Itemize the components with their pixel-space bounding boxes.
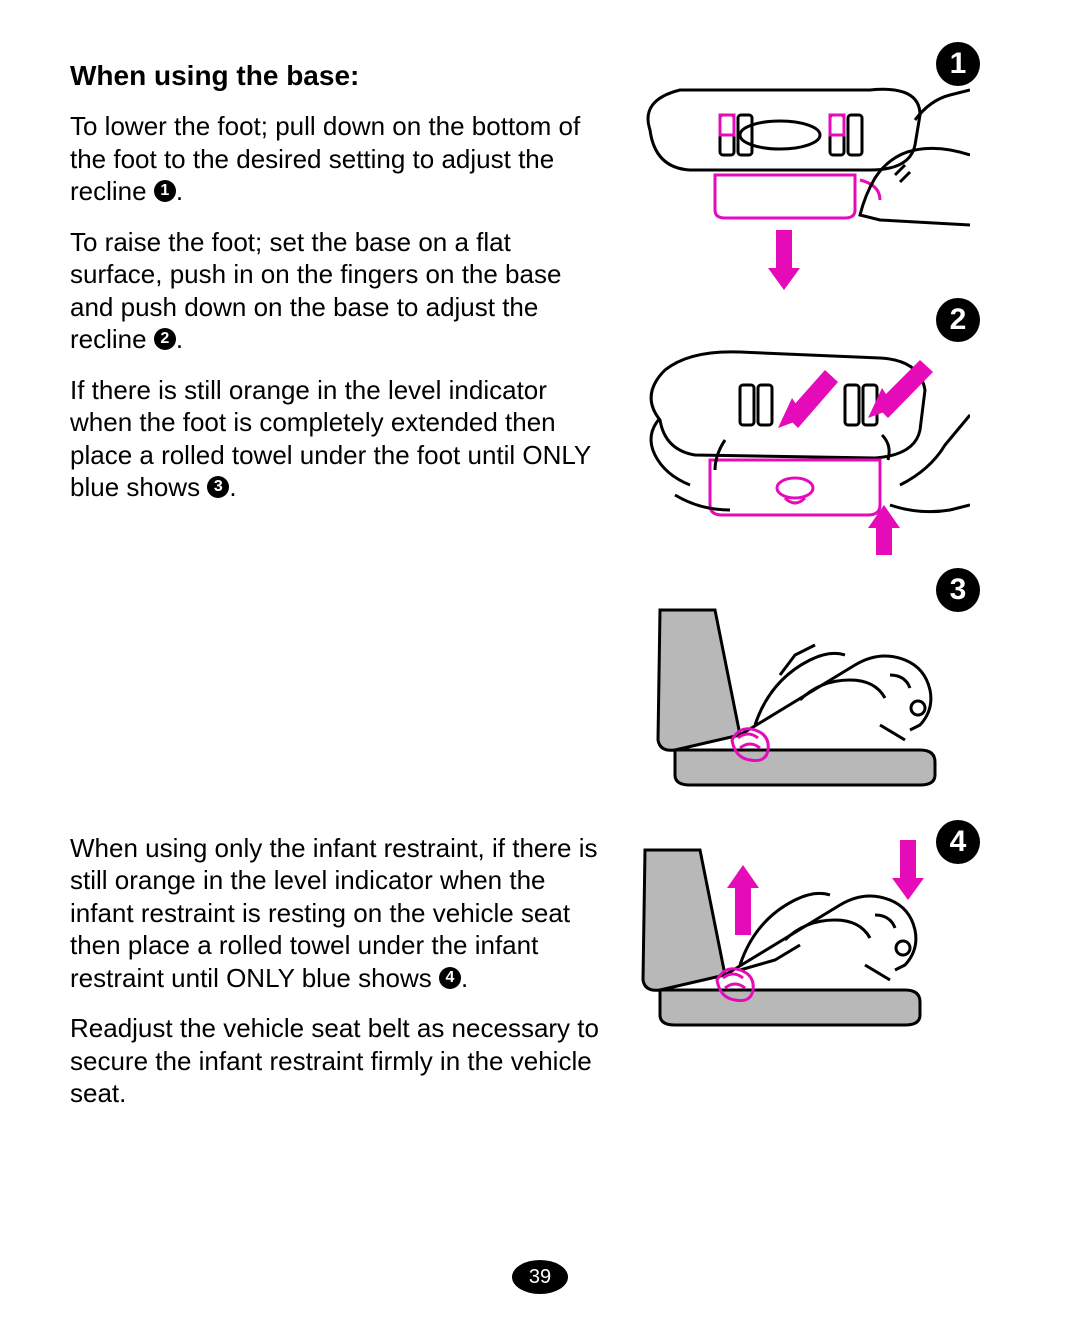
- figure-4-label: 4: [936, 820, 980, 864]
- figure-1: 1: [620, 60, 970, 290]
- p1-text-b: .: [176, 176, 183, 206]
- p2-text-b: .: [176, 324, 183, 354]
- figure-4: 4: [620, 820, 970, 1040]
- page-number: 39: [512, 1260, 568, 1294]
- content-row: When using the base: To lower the foot; …: [70, 60, 1030, 1128]
- p4-text-a: When using only the infant restraint, if…: [70, 833, 598, 993]
- p3-text-b: .: [229, 472, 236, 502]
- manual-page: When using the base: To lower the foot; …: [0, 0, 1080, 1334]
- paragraph-5: Readjust the vehicle seat belt as necess…: [70, 1012, 600, 1110]
- p3-text-a: If there is still orange in the level in…: [70, 375, 591, 503]
- figure-4-svg: [620, 820, 970, 1040]
- figure-1-label: 1: [936, 42, 980, 86]
- vertical-gap: [70, 522, 600, 832]
- figure-3-label: 3: [936, 568, 980, 612]
- p2-text-a: To raise the foot; set the base on a fla…: [70, 227, 561, 355]
- figure-2-label: 2: [936, 298, 980, 342]
- figure-column: 1: [620, 60, 970, 1128]
- section-heading: When using the base:: [70, 60, 600, 92]
- figure-1-svg: [620, 60, 970, 290]
- ref-3-inline: 3: [207, 476, 229, 498]
- figure-2: 2: [620, 310, 970, 560]
- text-column: When using the base: To lower the foot; …: [70, 60, 620, 1128]
- figure-2-svg: [620, 310, 970, 560]
- ref-2-inline: 2: [154, 328, 176, 350]
- paragraph-3: If there is still orange in the level in…: [70, 374, 600, 504]
- paragraph-4: When using only the infant restraint, if…: [70, 832, 600, 995]
- paragraph-2: To raise the foot; set the base on a fla…: [70, 226, 600, 356]
- p4-text-b: .: [461, 963, 468, 993]
- p1-text-a: To lower the foot; pull down on the bott…: [70, 111, 580, 206]
- figure-3-svg: [620, 580, 970, 800]
- paragraph-1: To lower the foot; pull down on the bott…: [70, 110, 600, 208]
- ref-4-inline: 4: [439, 967, 461, 989]
- ref-1-inline: 1: [154, 180, 176, 202]
- figure-3: 3: [620, 580, 970, 800]
